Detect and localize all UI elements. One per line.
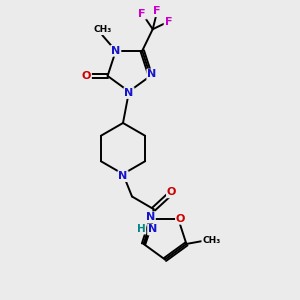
Text: N: N [111,46,120,56]
Text: CH₃: CH₃ [202,236,220,245]
Text: N: N [146,212,155,222]
Text: N: N [118,171,127,181]
Text: H: H [136,224,146,234]
Text: O: O [167,187,176,197]
Text: O: O [82,71,91,81]
Text: F: F [139,9,146,19]
Text: CH₃: CH₃ [93,25,111,34]
Text: N: N [124,88,134,98]
Text: N: N [148,224,157,235]
Text: F: F [165,17,172,27]
Text: O: O [176,214,185,224]
Text: N: N [147,70,157,80]
Text: F: F [154,6,161,16]
